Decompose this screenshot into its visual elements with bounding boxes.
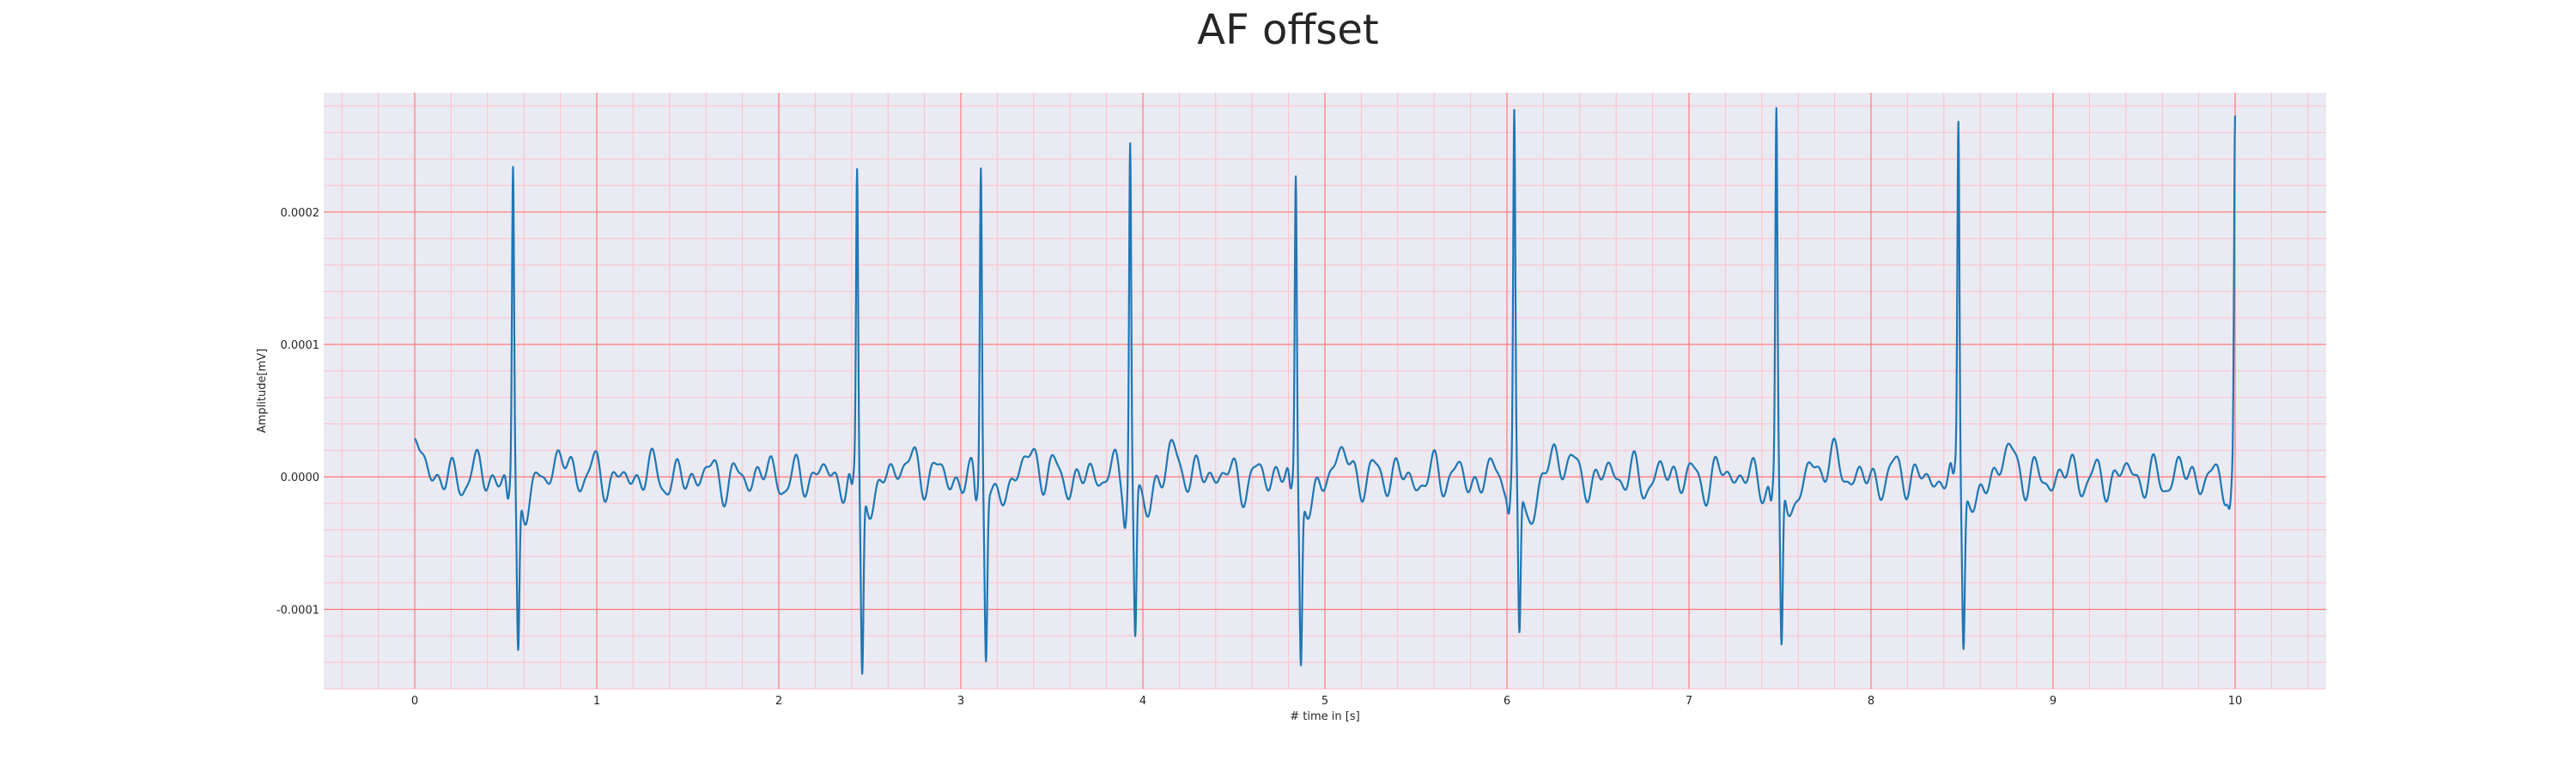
x-tick-label: 10 [2228, 695, 2243, 708]
x-tick-label: 4 [1139, 695, 1146, 708]
series-line [414, 107, 2237, 675]
y-tick-label: 0.0000 [281, 472, 320, 484]
x-axis-label: # time in [s] [1290, 710, 1359, 723]
x-tick-label: 2 [775, 695, 782, 708]
x-tick-label: 6 [1504, 695, 1510, 708]
x-tick-label: 8 [1868, 695, 1874, 708]
x-tick-label: 9 [2050, 695, 2057, 708]
x-tick-label: 3 [957, 695, 964, 708]
y-axis-ticks: -0.0001 0.0000 0.0001 0.0002 [276, 207, 319, 618]
y-tick-label: 0.0002 [281, 207, 320, 220]
x-axis-ticks: 0 1 2 3 4 5 6 7 8 9 10 [411, 695, 2242, 708]
x-tick-label: 0 [411, 695, 418, 708]
x-tick-label: 7 [1686, 695, 1692, 708]
y-tick-label: 0.0001 [281, 339, 320, 352]
x-tick-label: 5 [1321, 695, 1328, 708]
y-axis-label: Amplitude[mV] [256, 349, 269, 433]
x-tick-label: 1 [593, 695, 600, 708]
y-tick-label: -0.0001 [276, 604, 319, 617]
major-grid [324, 93, 2326, 689]
chart-title: AF offset [1197, 6, 1379, 54]
